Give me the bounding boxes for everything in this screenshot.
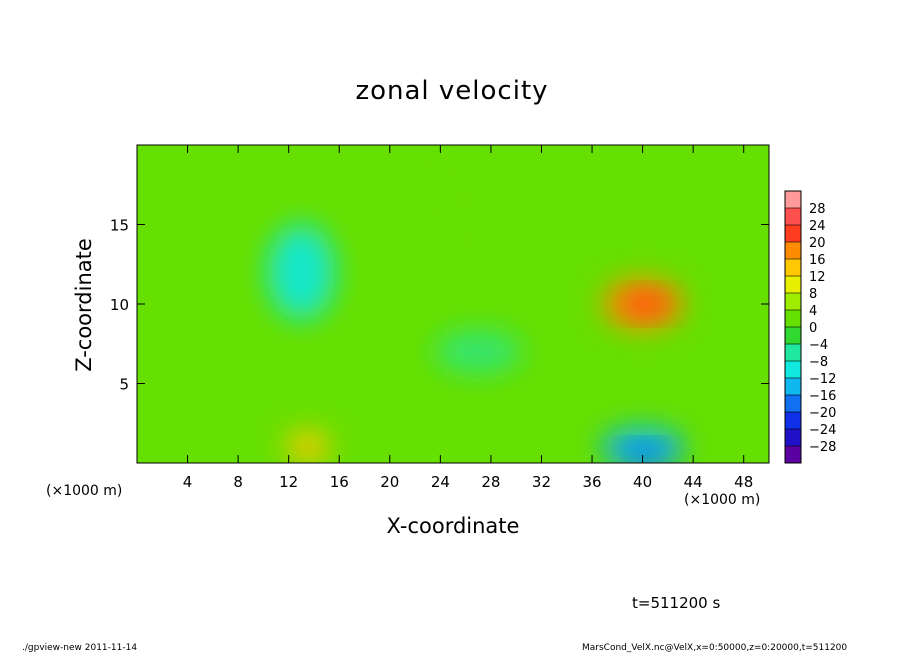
y-tick-label: 5 [119,376,129,394]
colorbar-label: 20 [809,236,826,251]
x-tick-label: 28 [481,473,500,491]
colorbar-label: −24 [809,423,836,438]
colorbar-swatch [785,412,801,429]
x-unit-label-left: (×1000 m) [46,483,123,499]
x-tick-label: 24 [431,473,450,491]
x-axis-label: X-coordinate [386,514,520,538]
colorbar-label: 12 [809,270,826,285]
x-tick-label: 16 [330,473,349,491]
colorbar: −28 −24 −20 −16 −12 −8 −4 0 4 8 12 16 20 24 28 [784,190,836,464]
x-tick-label: 48 [734,473,753,491]
colorbar-swatch [785,446,801,463]
field-core [618,445,671,463]
x-tick-label: 12 [279,473,298,491]
colorbar-swatch [785,242,801,259]
x-tick-label: 4 [183,473,193,491]
colorbar-label: 4 [809,304,817,319]
colorbar-label: 8 [809,287,817,302]
colorbar-swatch [785,293,801,310]
x-axis: 4 8 12 16 20 24 28 32 36 40 44 48 [183,145,753,491]
heatmap-field [137,145,769,463]
colorbar-swatch [785,310,801,327]
y-tick-label: 15 [110,217,129,235]
footer-right: MarsCond_VelX.nc@VelX,x=0:50000,z=0:2000… [582,643,848,653]
footer-left: ./gpview-new 2011-11-14 [22,643,138,653]
colorbar-swatch [785,378,801,395]
y-tick-label: 10 [110,296,129,314]
colorbar-label: −28 [809,440,836,455]
colorbar-label: 28 [809,202,826,217]
colorbar-label: 16 [809,253,826,268]
colorbar-swatch [785,259,801,276]
colorbar-label: −8 [809,355,828,370]
field-feature [434,329,523,374]
y-axis-label: Z-coordinate [72,238,96,372]
colorbar-label: 24 [809,219,826,234]
colorbar-label: −12 [809,372,836,387]
x-tick-label: 8 [233,473,243,491]
field-feature [285,431,330,463]
time-annotation: t=511200 s [632,594,721,612]
colorbar-swatch [785,191,801,208]
colorbar-swatch [785,208,801,225]
colorbar-swatch [785,276,801,293]
y-axis: 5 10 15 [110,217,769,394]
colorbar-label: −16 [809,389,836,404]
x-tick-label: 44 [684,473,703,491]
field-feature [431,170,500,231]
colorbar-swatch [785,429,801,446]
field-feature [267,224,336,321]
colorbar-swatch [785,395,801,412]
colorbar-swatch [785,361,801,378]
colorbar-label: −4 [809,338,828,353]
colorbar-label: 0 [809,321,817,336]
field-core [624,292,669,316]
x-unit-label-right: (×1000 m) [684,492,761,508]
x-tick-label: 36 [582,473,601,491]
colorbar-swatch [785,344,801,361]
x-tick-label: 40 [633,473,652,491]
x-tick-label: 32 [532,473,551,491]
colorbar-label: −20 [809,406,836,421]
colorbar-swatch [785,225,801,242]
chart-title: zonal velocity [355,76,549,106]
colorbar-swatch [785,327,801,344]
x-tick-label: 20 [380,473,399,491]
